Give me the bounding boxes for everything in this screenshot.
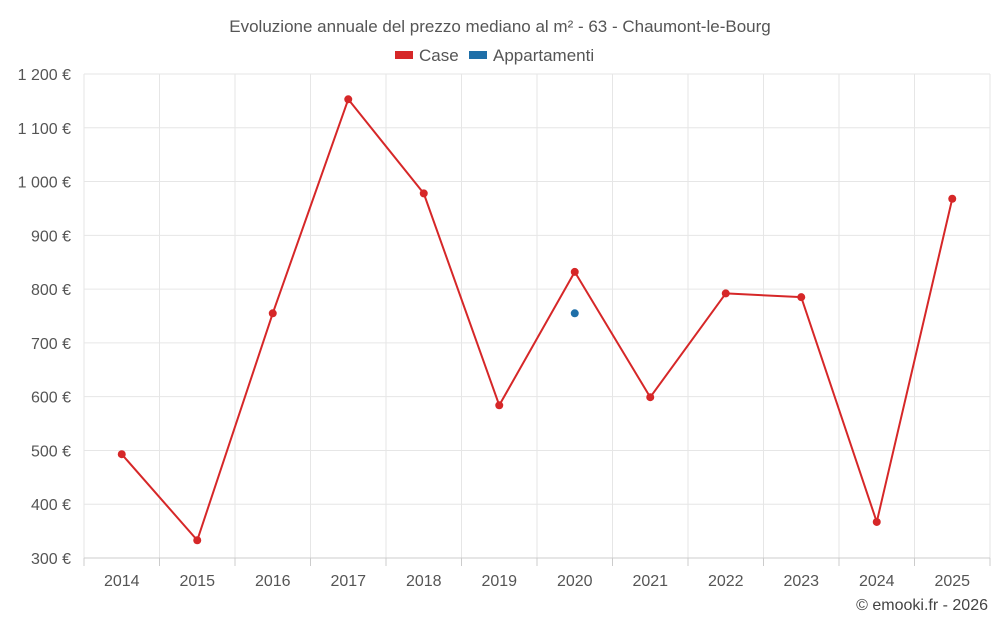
- data-point-case-2024[interactable]: [872, 517, 881, 526]
- grid: [83, 73, 991, 559]
- credit: © emooki.fr - 2026: [856, 597, 988, 614]
- x-tick-label: 2017: [330, 573, 366, 590]
- x-tick-label: 2025: [934, 573, 970, 590]
- legend-swatch-appartamenti: [469, 51, 487, 59]
- y-tick-label: 700 €: [31, 336, 71, 353]
- x-tick-label: 2022: [708, 573, 744, 590]
- y-tick-label: 400 €: [31, 497, 71, 514]
- data-point-case-2014[interactable]: [117, 450, 126, 459]
- data-point-case-2025[interactable]: [948, 194, 957, 203]
- x-tick-label: 2020: [557, 573, 593, 590]
- x-tick-label: 2019: [481, 573, 517, 590]
- series-appartamenti: [570, 309, 579, 318]
- y-tick-label: 800 €: [31, 282, 71, 299]
- series-case: [117, 95, 957, 545]
- y-tick-label: 300 €: [31, 551, 71, 568]
- y-tick-label: 1 100 €: [18, 121, 71, 138]
- x-tick-label: 2014: [104, 573, 140, 590]
- chart-title: Evoluzione annuale del prezzo mediano al…: [229, 17, 770, 36]
- data-point-case-2017[interactable]: [344, 95, 353, 104]
- x-tick-label: 2015: [179, 573, 215, 590]
- data-point-case-2022[interactable]: [721, 289, 730, 298]
- data-point-case-2019[interactable]: [495, 401, 504, 410]
- y-tick-label: 600 €: [31, 390, 71, 407]
- x-tick-label: 2021: [632, 573, 668, 590]
- y-tick-label: 500 €: [31, 443, 71, 460]
- x-tick-label: 2024: [859, 573, 895, 590]
- x-tick-label: 2016: [255, 573, 291, 590]
- data-point-case-2016[interactable]: [268, 309, 277, 318]
- series-line-case: [120, 98, 954, 542]
- legend-label-case[interactable]: Case: [419, 46, 459, 65]
- legend-label-appartamenti[interactable]: Appartamenti: [493, 46, 594, 65]
- legend[interactable]: Case Appartamenti: [395, 46, 594, 65]
- data-point-case-2021[interactable]: [646, 393, 655, 402]
- data-point-appartamenti-2020[interactable]: [570, 309, 579, 318]
- legend-swatch-case: [395, 51, 413, 59]
- data-point-case-2023[interactable]: [797, 293, 806, 302]
- y-tick-label: 1 200 €: [18, 67, 71, 84]
- data-point-case-2015[interactable]: [193, 536, 202, 545]
- data-point-case-2018[interactable]: [419, 189, 428, 198]
- series: [117, 95, 957, 545]
- y-tick-label: 900 €: [31, 228, 71, 245]
- data-point-case-2020[interactable]: [570, 267, 579, 276]
- y-tick-label: 1 000 €: [18, 175, 71, 192]
- x-tick-label: 2018: [406, 573, 442, 590]
- axes: 300 € 400 € 500 € 600 € 700 € 800 € 900 € 1 000…: [18, 67, 991, 590]
- x-tick-label: 2023: [783, 573, 819, 590]
